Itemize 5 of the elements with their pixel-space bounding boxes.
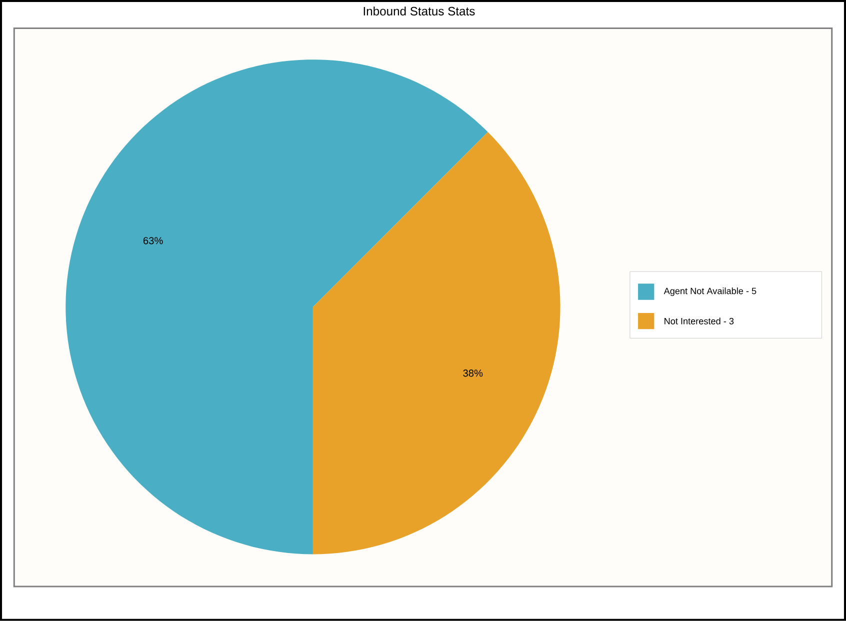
data-label: 63%: [143, 237, 163, 244]
chart-title: Inbound Status Stats: [364, 6, 475, 16]
data-label: 38%: [463, 370, 483, 377]
legend-label: Not Interested - 3: [664, 318, 734, 324]
legend-label: Agent Not Available - 5: [664, 288, 756, 296]
